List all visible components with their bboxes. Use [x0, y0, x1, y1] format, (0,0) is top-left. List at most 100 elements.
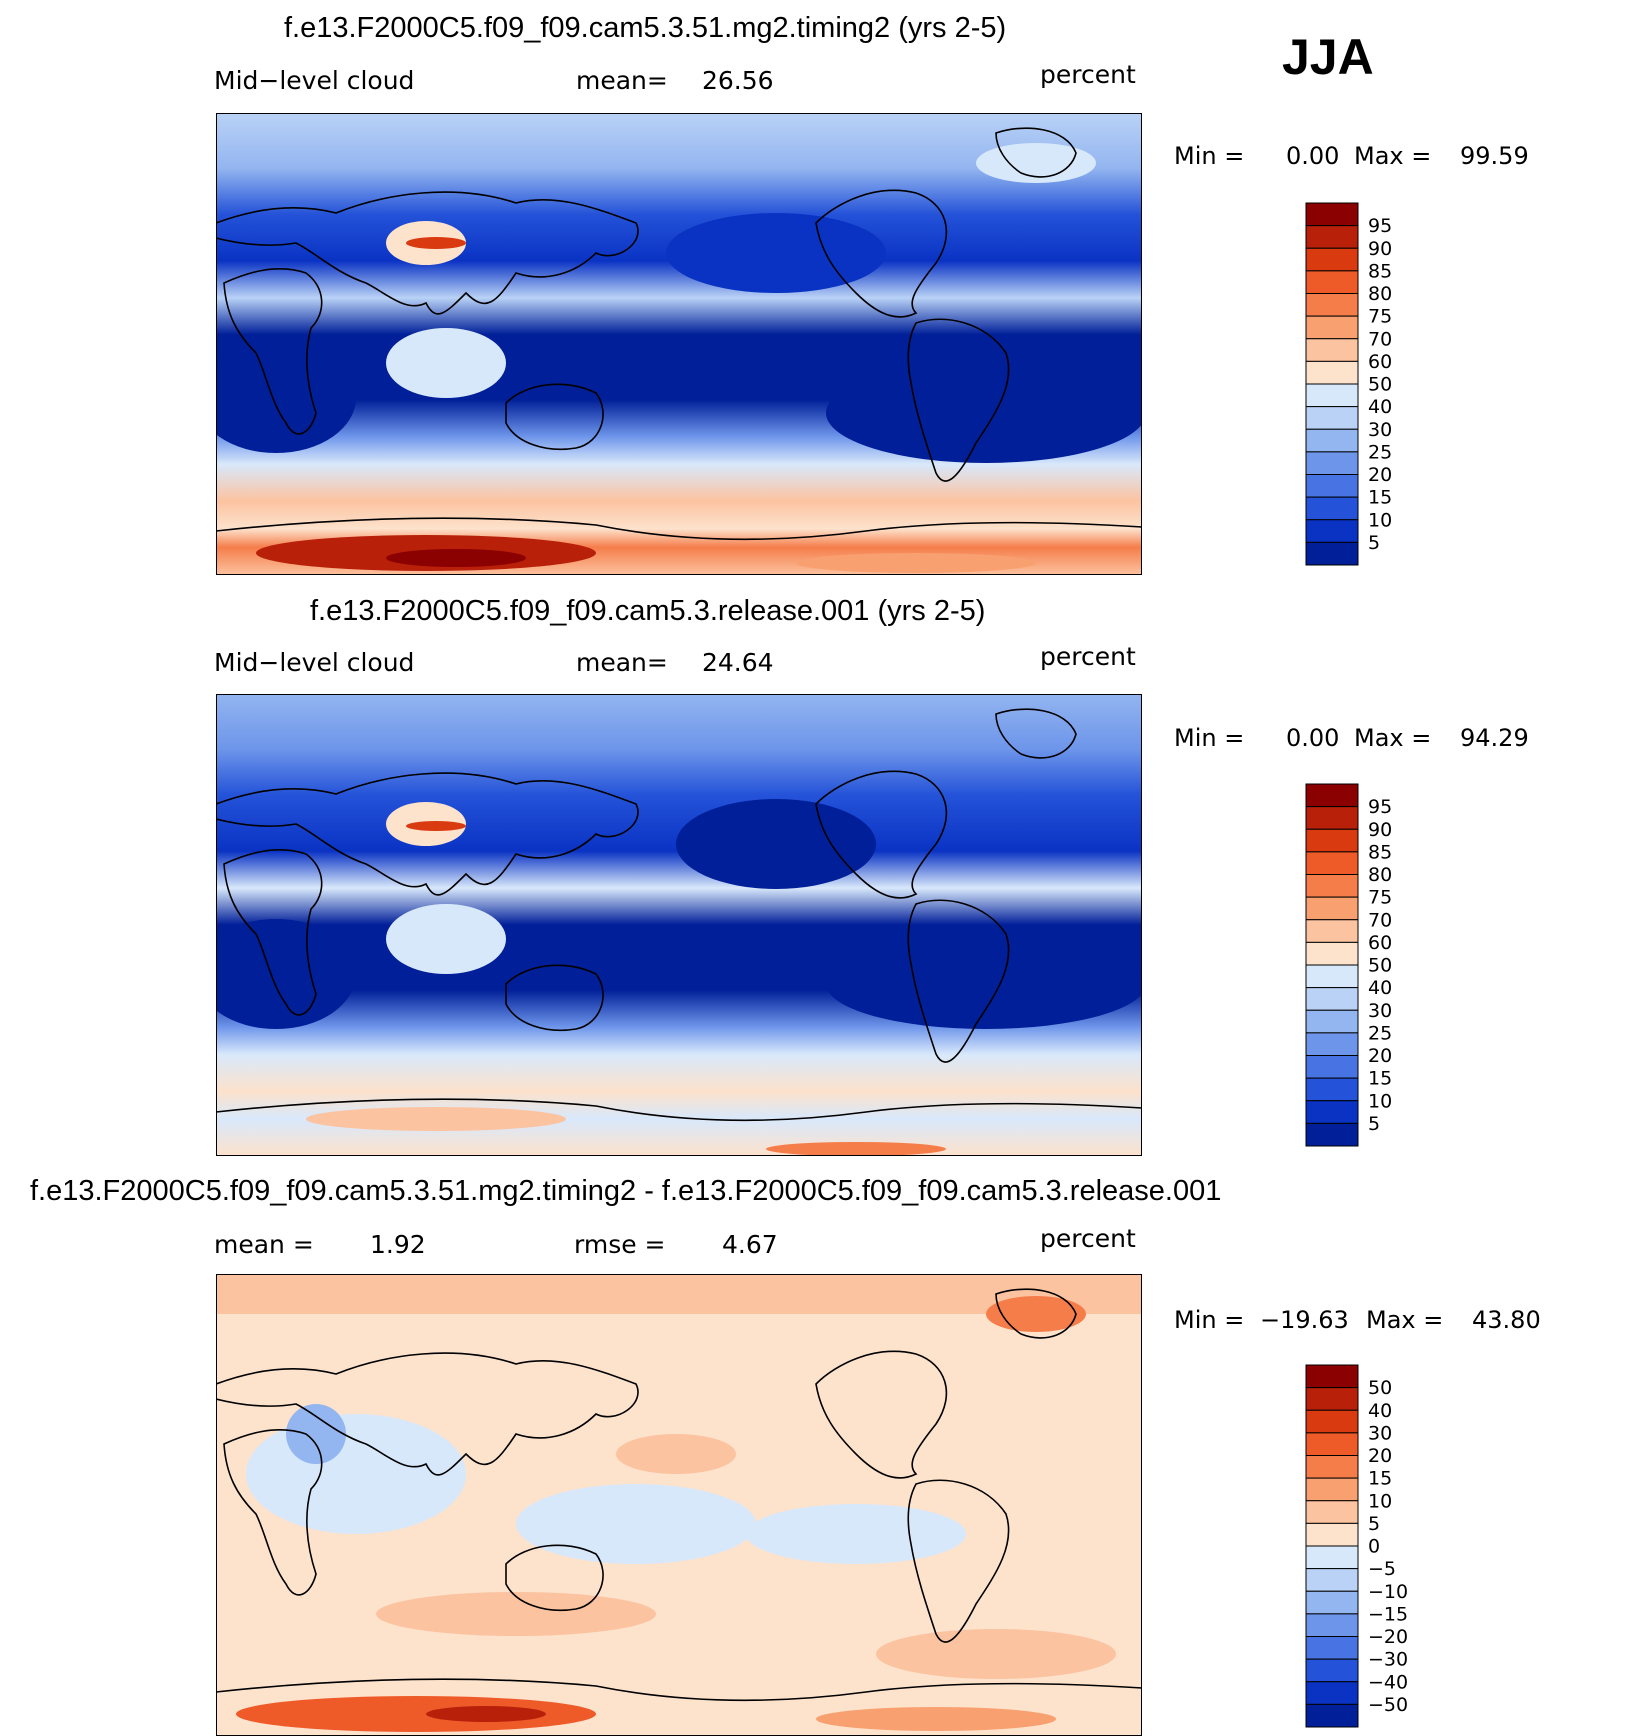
colorbar-swatch: [1305, 496, 1359, 521]
panel-3-max-value: 43.80: [1472, 1306, 1541, 1334]
field-blob: [746, 1504, 966, 1564]
colorbar-swatch: [1305, 1100, 1359, 1124]
colorbar-level-label: 20: [1368, 464, 1392, 486]
colorbar-swatch: [1305, 315, 1359, 340]
panel-2-min-value: 0.00: [1286, 724, 1340, 752]
colorbar-swatch: [1305, 1009, 1359, 1034]
colorbar-level-label: −15: [1368, 1603, 1408, 1625]
colorbar-level-label: 90: [1368, 238, 1392, 260]
colorbar-swatch: [1305, 828, 1359, 853]
field-blob: [236, 1696, 596, 1732]
panel-2-max-value: 94.29: [1460, 724, 1529, 752]
colorbar-level-label: 10: [1368, 1490, 1392, 1512]
field-blob: [676, 799, 876, 889]
colorbar-level-label: 5: [1368, 1513, 1380, 1535]
field-blob: [406, 237, 466, 249]
colorbar-swatch: [1305, 1387, 1359, 1411]
panel-2-min-label: Min =: [1174, 724, 1245, 752]
field-blob: [386, 904, 506, 974]
field-blob: [216, 919, 356, 1029]
colorbar-swatch: [1305, 783, 1359, 808]
colorbar-level-label: 40: [1368, 396, 1392, 418]
colorbar-swatch: [1305, 1590, 1359, 1615]
colorbar-swatch: [1305, 1500, 1359, 1524]
colorbar-swatch: [1305, 1055, 1359, 1079]
colorbar-level-label: 40: [1368, 1400, 1392, 1422]
colorbar-swatch: [1305, 1122, 1359, 1147]
field-blob: [796, 553, 1036, 573]
colorbar-swatch: [1305, 1658, 1359, 1683]
colorbar-swatch: [1305, 1703, 1359, 1728]
colorbar-level-label: −30: [1368, 1649, 1408, 1671]
panel-1-variable-label: Mid−level cloud: [214, 66, 415, 95]
colorbar-swatch: [1305, 1545, 1359, 1570]
colorbar-level-label: 50: [1368, 1377, 1392, 1399]
field-blob: [426, 1706, 546, 1722]
colorbar-swatch: [1305, 519, 1359, 543]
field-blob: [516, 1484, 756, 1564]
field-blob: [386, 328, 506, 398]
panel-3-min-value: −19.63: [1260, 1306, 1349, 1334]
field-blob: [616, 1434, 736, 1474]
panel-3-max-label: Max =: [1366, 1306, 1444, 1334]
panel-1-frame: [216, 113, 1142, 575]
panel-1-mean-label: mean=: [576, 66, 668, 95]
colorbar-swatch: [1305, 1522, 1359, 1547]
panel-3-rmse-value: 4.67: [722, 1230, 778, 1259]
field-blob: [306, 1107, 566, 1131]
colorbar-level-label: 30: [1368, 1000, 1392, 1022]
colorbar-level-label: −5: [1368, 1558, 1396, 1580]
season-label: JJA: [1282, 29, 1374, 85]
colorbar-level-label: 50: [1368, 374, 1392, 396]
colorbar-level-label: 10: [1368, 1090, 1392, 1112]
colorbar-level-label: 75: [1368, 306, 1392, 328]
colorbar-swatch: [1305, 1568, 1359, 1592]
coastlines: [216, 127, 1142, 541]
field-blob: [376, 1592, 656, 1636]
field-blob: [826, 363, 1142, 463]
field-blob: [986, 1296, 1086, 1332]
colorbar-swatch: [1305, 451, 1359, 475]
colorbar-level-label: 15: [1368, 1068, 1392, 1090]
panel-3-rmse-label: rmse =: [574, 1230, 666, 1259]
colorbar-level-label: 0: [1368, 1536, 1380, 1558]
colorbar-level-label: 50: [1368, 955, 1392, 977]
colorbar-level-label: 60: [1368, 351, 1392, 373]
field-blob: [666, 213, 886, 293]
colorbar-level-label: 10: [1368, 509, 1392, 531]
field-blob: [216, 343, 356, 453]
colorbar-level-label: 20: [1368, 1445, 1392, 1467]
colorbar-swatch: [1305, 225, 1359, 249]
colorbar-swatch: [1305, 406, 1359, 430]
colorbar-swatch: [1305, 874, 1359, 898]
colorbar-level-label: −10: [1368, 1581, 1408, 1603]
colorbar-swatch: [1305, 428, 1359, 453]
colorbar-swatch: [1305, 964, 1359, 989]
colorbar-level-label: 95: [1368, 796, 1392, 818]
colorbar-swatch: [1305, 1455, 1359, 1479]
colorbar-swatch: [1305, 1681, 1359, 1705]
colorbar-swatch: [1305, 270, 1359, 294]
colorbar-level-label: 85: [1368, 260, 1392, 282]
colorbar-swatch: [1305, 806, 1359, 830]
panel-1-title: f.e13.F2000C5.f09_f09.cam5.3.51.mg2.timi…: [284, 12, 1007, 44]
colorbar-swatch: [1305, 383, 1359, 408]
colorbar-level-label: −20: [1368, 1626, 1408, 1648]
panel-1-units: percent: [1040, 60, 1136, 89]
colorbar-level-label: 5: [1368, 532, 1380, 554]
colorbar-swatch: [1305, 1409, 1359, 1434]
field-blob: [386, 549, 526, 567]
colorbar-level-label: 25: [1368, 441, 1392, 463]
colorbar-level-label: −50: [1368, 1694, 1408, 1716]
panel-2-title: f.e13.F2000C5.f09_f09.cam5.3.release.001…: [310, 595, 986, 627]
field-blob: [876, 1629, 1116, 1679]
colorbar-swatch: [1305, 541, 1359, 566]
colorbar-level-label: 25: [1368, 1022, 1392, 1044]
colorbar-level-label: 80: [1368, 283, 1392, 305]
colorbar-level-label: 30: [1368, 419, 1392, 441]
panel-1-map: [216, 113, 1142, 575]
colorbar-swatch: [1305, 851, 1359, 875]
panel-2-map: [216, 694, 1142, 1156]
panel-1-max-value: 99.59: [1460, 142, 1529, 170]
panel-2-mean-value: 24.64: [702, 648, 774, 677]
